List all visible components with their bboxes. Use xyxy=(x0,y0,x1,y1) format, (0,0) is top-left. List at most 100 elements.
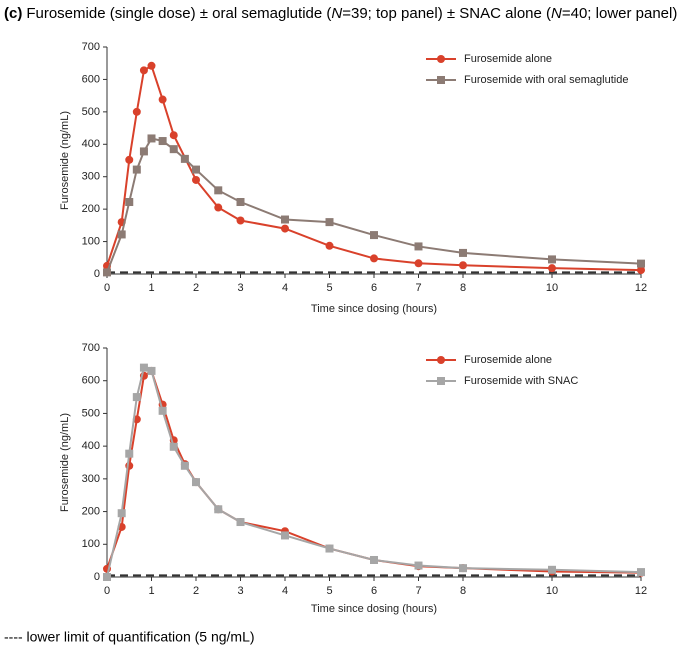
data-point xyxy=(147,134,156,143)
legend-marker xyxy=(437,377,445,385)
data-point xyxy=(139,66,148,75)
data-point xyxy=(236,518,245,527)
data-point xyxy=(169,131,178,140)
x-tick-label: 8 xyxy=(460,282,466,294)
data-point xyxy=(158,406,167,415)
data-point xyxy=(125,198,134,207)
y-tick-label: 500 xyxy=(82,106,100,118)
data-point xyxy=(370,555,378,564)
data-point xyxy=(214,203,223,212)
data-point xyxy=(117,230,126,239)
data-point xyxy=(147,61,156,70)
data-point xyxy=(103,573,111,581)
legend-marker xyxy=(437,76,445,84)
x-axis-label: Time since dosing (hours) xyxy=(311,603,437,615)
data-point xyxy=(180,154,189,163)
data-point xyxy=(192,165,200,174)
y-axis-label: Furosemide (ng/mL) xyxy=(59,413,71,512)
data-point xyxy=(214,186,223,195)
y-tick-label: 600 xyxy=(82,73,100,85)
x-tick-label: 6 xyxy=(371,282,377,294)
x-tick-label: 3 xyxy=(237,585,243,597)
y-tick-label: 400 xyxy=(82,440,100,452)
data-point xyxy=(169,145,178,154)
x-tick-label: 6 xyxy=(371,585,377,597)
y-tick-label: 300 xyxy=(82,171,100,183)
series-line xyxy=(106,64,642,272)
x-tick-label: 1 xyxy=(148,282,154,294)
y-tick-label: 200 xyxy=(82,203,100,215)
data-point xyxy=(117,509,126,518)
data-point xyxy=(214,505,223,514)
x-tick-label: 7 xyxy=(415,282,421,294)
data-point xyxy=(139,147,148,156)
data-point xyxy=(548,255,556,264)
data-point xyxy=(139,363,148,372)
data-point xyxy=(325,241,334,250)
data-point xyxy=(236,198,245,207)
title-part: N xyxy=(551,5,562,22)
title-part: =39; top panel) ± SNAC alone ( xyxy=(342,5,551,22)
data-point xyxy=(281,224,289,233)
data-point xyxy=(125,449,134,458)
x-tick-label: 0 xyxy=(104,282,110,294)
y-tick-label: 0 xyxy=(94,571,100,583)
x-tick-label: 2 xyxy=(193,585,199,597)
data-point xyxy=(459,261,467,270)
data-point xyxy=(281,215,289,224)
y-tick-label: 500 xyxy=(82,407,100,419)
title: (c) Furosemide (single dose) ± oral semag… xyxy=(4,5,677,22)
x-tick-label: 2 xyxy=(193,282,199,294)
data-point xyxy=(180,461,189,470)
legend-label: Furosemide with oral semaglutide xyxy=(464,74,628,86)
data-point xyxy=(459,248,467,257)
y-axis-label: Furosemide (ng/mL) xyxy=(59,111,71,210)
x-tick-label: 5 xyxy=(326,282,332,294)
series-line xyxy=(106,369,642,574)
data-point xyxy=(637,266,645,275)
data-point xyxy=(370,231,378,240)
data-point xyxy=(169,442,178,451)
y-tick-label: 600 xyxy=(82,375,100,387)
y-tick-label: 400 xyxy=(82,138,100,150)
x-tick-label: 12 xyxy=(635,585,647,597)
data-point xyxy=(147,366,156,375)
x-tick-label: 1 xyxy=(148,585,154,597)
data-point xyxy=(132,165,141,174)
series-line xyxy=(106,366,642,578)
data-point xyxy=(192,175,200,184)
y-tick-label: 300 xyxy=(82,473,100,485)
data-point xyxy=(125,155,134,164)
data-point xyxy=(325,544,334,553)
data-point xyxy=(281,531,289,540)
data-point xyxy=(548,264,556,273)
data-point xyxy=(637,259,645,268)
y-tick-label: 100 xyxy=(82,235,100,247)
title-part: (c) xyxy=(4,5,22,22)
data-point xyxy=(548,565,556,574)
x-tick-label: 4 xyxy=(282,282,288,294)
y-tick-label: 700 xyxy=(82,342,100,354)
data-point xyxy=(370,254,378,263)
legend-marker xyxy=(437,356,445,364)
data-point xyxy=(132,107,141,116)
data-point xyxy=(158,137,167,146)
title-part: =40; lower panel) xyxy=(562,5,678,22)
data-point xyxy=(103,268,111,277)
x-tick-label: 5 xyxy=(326,585,332,597)
data-point xyxy=(192,478,200,487)
legend-label: Furosemide with SNAC xyxy=(464,375,578,387)
data-point xyxy=(132,393,141,402)
data-point xyxy=(414,259,423,268)
y-tick-label: 100 xyxy=(82,538,100,550)
title-part: N xyxy=(331,5,342,22)
x-tick-label: 7 xyxy=(415,585,421,597)
x-tick-label: 0 xyxy=(104,585,110,597)
x-axis-label: Time since dosing (hours) xyxy=(311,303,437,315)
data-point xyxy=(414,561,423,570)
legend-marker xyxy=(437,55,445,63)
legend-label: Furosemide alone xyxy=(464,53,552,65)
footnote: ---- lower limit of quantification (5 ng… xyxy=(4,629,255,645)
data-point xyxy=(414,242,423,251)
